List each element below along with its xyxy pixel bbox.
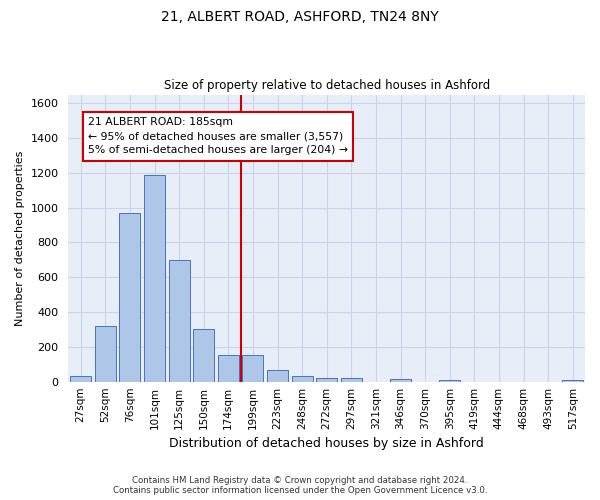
Bar: [439, 380, 460, 382]
Text: Contains HM Land Registry data © Crown copyright and database right 2024.
Contai: Contains HM Land Registry data © Crown c…: [113, 476, 487, 495]
Bar: [144, 174, 165, 382]
Bar: [316, 378, 337, 382]
Bar: [390, 379, 411, 382]
Bar: [218, 354, 239, 382]
Text: 21 ALBERT ROAD: 185sqm
← 95% of detached houses are smaller (3,557)
5% of semi-d: 21 ALBERT ROAD: 185sqm ← 95% of detached…: [88, 117, 348, 155]
Text: 21, ALBERT ROAD, ASHFORD, TN24 8NY: 21, ALBERT ROAD, ASHFORD, TN24 8NY: [161, 10, 439, 24]
Bar: [70, 376, 91, 382]
Bar: [169, 260, 190, 382]
Bar: [341, 378, 362, 382]
X-axis label: Distribution of detached houses by size in Ashford: Distribution of detached houses by size …: [169, 437, 484, 450]
Bar: [119, 213, 140, 382]
Bar: [292, 376, 313, 382]
Bar: [267, 370, 288, 382]
Bar: [193, 330, 214, 382]
Bar: [562, 380, 583, 382]
Bar: [95, 326, 116, 382]
Title: Size of property relative to detached houses in Ashford: Size of property relative to detached ho…: [164, 79, 490, 92]
Bar: [242, 354, 263, 382]
Y-axis label: Number of detached properties: Number of detached properties: [15, 150, 25, 326]
